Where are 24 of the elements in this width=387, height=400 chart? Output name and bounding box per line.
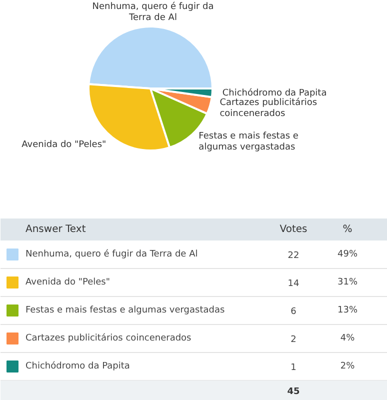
slice-label: Chichódromo da Papita bbox=[222, 88, 327, 99]
text: 4% bbox=[340, 334, 356, 344]
slice-label: Nenhuma, quero é fugir da Terra de Al bbox=[92, 1, 214, 24]
text: 31% bbox=[338, 278, 358, 288]
data-label: 22 bbox=[288, 251, 300, 261]
slice-label: Festas e mais festas e algumas vergastadas bbox=[198, 132, 299, 153]
text: 13% bbox=[338, 306, 358, 316]
legend-label: Nenhuma, quero é fugir da Terra de Al bbox=[26, 248, 198, 260]
slice-label: Avenida do "Peles" bbox=[22, 140, 106, 150]
data-label: 14 bbox=[288, 279, 300, 289]
slice-label: Cartazes publicitários coincenerados bbox=[220, 96, 318, 119]
data-label: 2 bbox=[290, 335, 296, 345]
legend-label: Chichódromo da Papita bbox=[26, 360, 130, 372]
legend-label: Avenida do "Peles" bbox=[26, 278, 110, 288]
legend-label: Festas e mais festas e algumas vergastadas bbox=[26, 306, 225, 316]
text: 49% bbox=[338, 250, 358, 260]
text: 2% bbox=[340, 362, 356, 372]
text: % bbox=[342, 224, 352, 235]
data-label: 1 bbox=[290, 363, 296, 373]
legend-label: Cartazes publicitários coincenerados bbox=[26, 332, 192, 344]
data-label: 6 bbox=[290, 307, 297, 317]
text: Answer Text bbox=[26, 224, 86, 235]
text: Votes bbox=[280, 224, 308, 235]
text: 45 bbox=[287, 387, 300, 397]
